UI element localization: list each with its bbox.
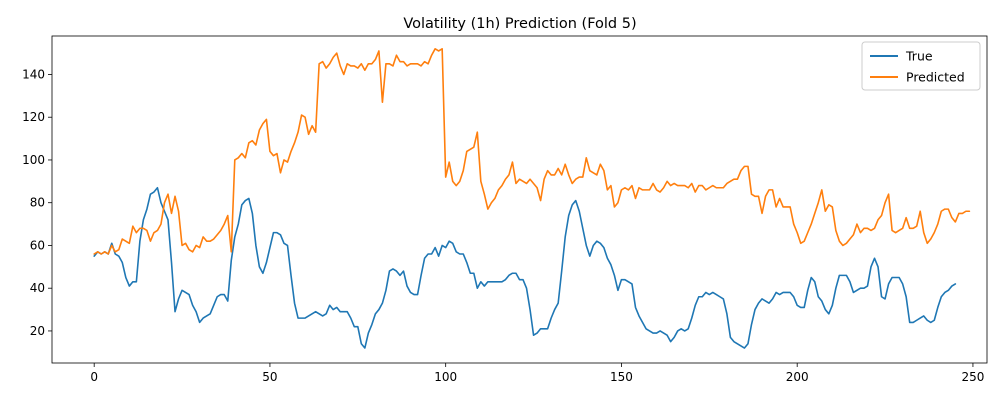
plot-background xyxy=(52,36,987,363)
y-tick-label: 140 xyxy=(22,67,45,81)
series-line-predicted xyxy=(93,48,971,255)
y-tick-label: 120 xyxy=(22,110,45,124)
y-tick-label: 100 xyxy=(22,153,45,167)
x-tick-label: 250 xyxy=(961,370,984,384)
x-tick-label: 50 xyxy=(262,370,277,384)
x-tick-label: 100 xyxy=(434,370,457,384)
y-tick-label: 40 xyxy=(30,281,45,295)
legend: True Predicted xyxy=(861,41,981,91)
plot-frame xyxy=(51,35,988,364)
y-tick-label: 60 xyxy=(30,238,45,252)
plot-area xyxy=(51,35,988,364)
series-line-true xyxy=(93,186,957,349)
legend-label-predicted: Predicted xyxy=(906,70,965,85)
series-layer xyxy=(93,48,971,349)
x-axis: 0 50 100 150 200 250 xyxy=(90,363,984,384)
x-tick-label: 200 xyxy=(786,370,809,384)
y-tick-label: 80 xyxy=(30,196,45,210)
x-tick-label: 0 xyxy=(90,370,98,384)
y-axis: 20 40 60 80 100 120 140 xyxy=(22,67,52,338)
chart-title: Volatility (1h) Prediction (Fold 5) xyxy=(403,16,636,32)
x-tick-label: 150 xyxy=(610,370,633,384)
y-tick-label: 20 xyxy=(30,324,45,338)
legend-label-true: True xyxy=(905,49,933,64)
